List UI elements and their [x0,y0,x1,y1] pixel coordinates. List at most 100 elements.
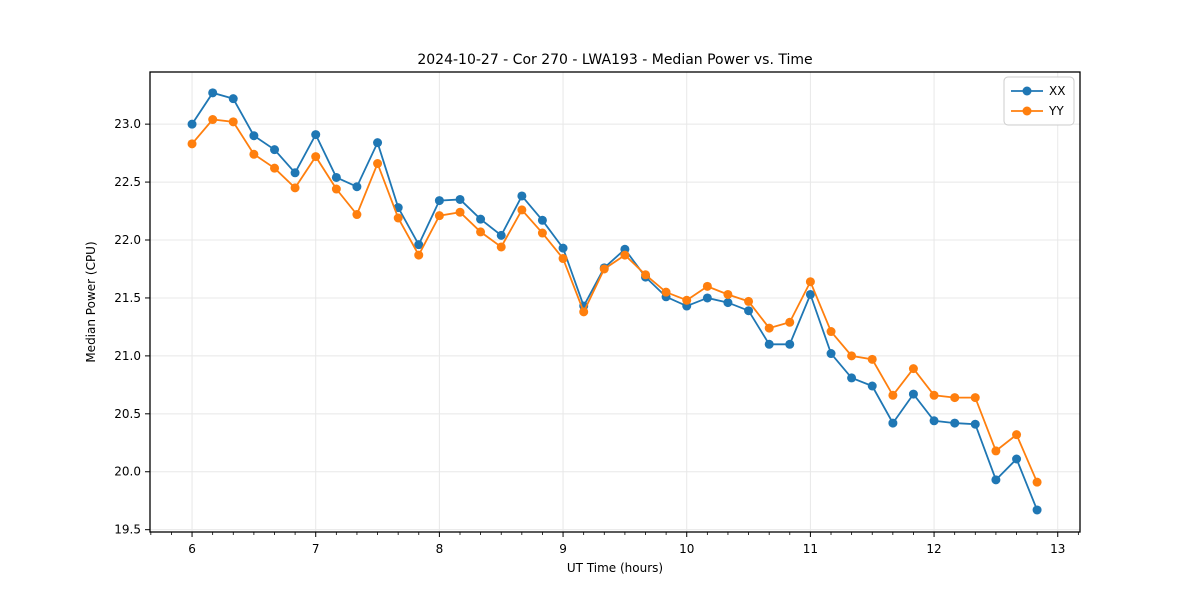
data-point [764,339,774,349]
x-tick-label: 12 [926,542,941,556]
x-tick-label: 9 [559,542,567,556]
plot-border [149,71,1081,533]
y-tick-label: 20.0 [114,465,141,479]
data-point [888,418,898,428]
x-axis-label: UT Time (hours) [567,561,663,575]
data-point [331,184,341,194]
data-point [373,138,383,148]
data-point [867,354,877,364]
data-point [970,419,980,429]
data-point [805,289,815,299]
data-point [393,213,403,223]
data-point [744,306,754,316]
axes: 6 7 8 9 10 11 12 13 19.5 20.0 20.5 21.0 21.5 22.0 22.5… [114,71,1081,556]
data-point [950,393,960,403]
x-tick-label: 8 [436,542,444,556]
y-tick-label: 19.5 [114,523,141,537]
data-point [496,242,506,252]
data-point [785,339,795,349]
data-point [476,227,486,237]
series-YY [187,115,1042,487]
data-point [331,172,341,182]
data-point [434,196,444,206]
data-point [723,289,733,299]
data-point [929,390,939,400]
data-point [414,240,424,250]
series-line-YY [191,118,1038,483]
series-XX [187,88,1042,515]
data-point [744,296,754,306]
y-tick-label: 21.5 [114,291,141,305]
data-point [991,446,1001,456]
data-point [208,88,218,98]
data-point [311,152,321,162]
data-point [208,115,218,125]
data-point [1032,505,1042,515]
data-point [723,298,733,308]
data-point [249,131,259,141]
data-point [847,373,857,383]
data-point [537,228,547,238]
data-point [558,243,568,253]
data-point [537,215,547,225]
data-point [187,119,197,129]
x-tick-label: 11 [803,542,818,556]
data-point [1012,454,1022,464]
x-tick-label: 10 [679,542,694,556]
data-point [908,389,918,399]
x-tick-label: 13 [1050,542,1065,556]
legend-box [1003,76,1075,126]
data-point [290,168,300,178]
data-point [764,323,774,333]
y-tick-label: 23.0 [114,117,141,131]
data-point [867,381,877,391]
data-point [352,210,362,220]
data-point [517,191,527,201]
data-point [476,214,486,224]
y-tick-label: 22.5 [114,175,141,189]
data-point [434,211,444,221]
grid-lines [150,72,1080,532]
data-point [496,230,506,240]
data-point [826,349,836,359]
legend-label: YY [1048,104,1064,118]
data-series [187,88,1042,515]
series-line-XX [191,91,1038,511]
legend-label: XX [1049,84,1065,98]
data-point [373,159,383,169]
data-point [805,277,815,287]
data-point [847,351,857,361]
data-point [620,250,630,260]
data-point [558,254,568,264]
data-point [929,416,939,426]
x-tick-label: 6 [188,542,196,556]
data-point [908,364,918,374]
legend-marker [1022,86,1032,96]
data-point [970,393,980,403]
data-point [702,281,712,291]
data-point [785,317,795,327]
data-point [826,327,836,337]
data-point [455,194,465,204]
data-point [517,205,527,215]
chart-title: 2024-10-27 - Cor 270 - LWA193 - Median P… [417,52,812,68]
data-point [950,418,960,428]
data-point [414,250,424,260]
data-point [599,264,609,274]
data-point [187,139,197,149]
data-point [249,149,259,159]
y-tick-label: 20.5 [114,407,141,421]
data-point [1012,430,1022,440]
data-point [702,293,712,303]
data-point [1032,477,1042,487]
y-axis-label: Median Power (CPU) [84,241,98,362]
data-point [311,130,321,140]
legend-marker [1022,106,1032,116]
data-point [290,183,300,193]
data-point [352,182,362,192]
data-point [641,270,651,280]
data-point [579,307,589,317]
data-point [661,287,671,297]
